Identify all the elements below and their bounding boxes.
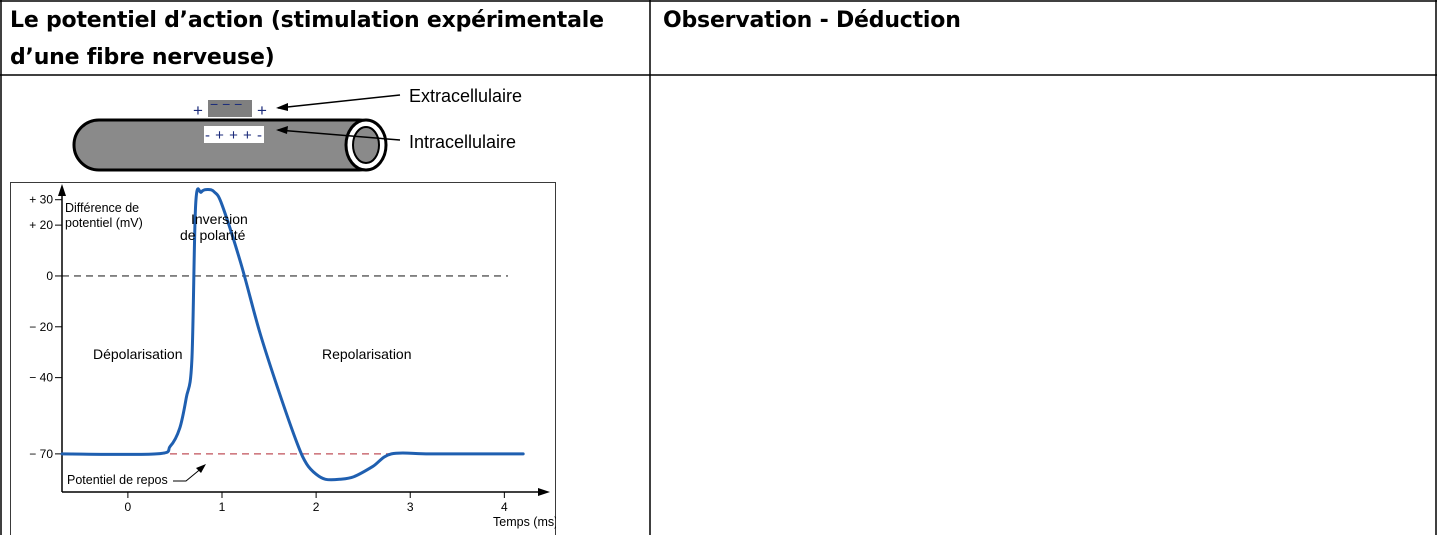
annotation-rest: Potentiel de repos (67, 473, 168, 487)
column-header-left: Le potentiel d’action (stimulation expér… (10, 2, 604, 76)
label-intracellulaire: Intracellulaire (409, 132, 517, 152)
x-axis-arrow (538, 488, 550, 496)
y-tick-label-1: + 20 (29, 218, 53, 232)
action-potential-chart: Différence de potentiel (mV) Temps (ms) … (29, 184, 556, 529)
intra-pointer-line (277, 129, 401, 141)
fiber-end-inner (352, 126, 380, 164)
y-axis-label-line2: potentiel (mV) (65, 216, 143, 230)
annotation-inversion: Inversion (191, 211, 248, 227)
column-header-left-line1: Le potentiel d’action (stimulation expér… (10, 8, 604, 33)
intra-pointer-arrow (276, 126, 288, 134)
charge-minus-top: − − − (210, 96, 242, 112)
y-tick-label-0: + 30 (29, 193, 53, 207)
annotation-repolarisation: Repolarisation (322, 346, 412, 362)
rest-pointer (173, 466, 204, 482)
x-tick-label-0: 0 (125, 500, 132, 514)
extra-pointer-arrow (276, 103, 288, 111)
y-tick-label-5: − 70 (29, 447, 53, 461)
x-tick-label-1: 1 (219, 500, 226, 514)
nerve-fiber-diagram: + − − − + - + + + - (72, 94, 401, 172)
charge-plus-right: + (257, 101, 267, 120)
y-tick-label-4: − 40 (29, 371, 53, 385)
y-axis-label-line1: Différence de (65, 201, 139, 215)
inner-charges: - + + + - (205, 127, 262, 144)
y-tick-label-3: − 20 (29, 320, 53, 334)
label-extracellulaire: Extracellulaire (409, 86, 523, 106)
electrode-box (208, 100, 252, 117)
annotation-depolarisation: Dépolarisation (93, 346, 183, 362)
x-tick-label-2: 2 (313, 500, 320, 514)
action-potential-curve-0 (60, 187, 525, 482)
rest-pointer-arrow (196, 464, 206, 473)
action-potential-chart-frame (10, 182, 556, 535)
x-tick-label-3: 3 (407, 500, 414, 514)
inner-charge-box (204, 126, 264, 143)
y-axis-arrow (58, 184, 66, 196)
y-tick-label-2: 0 (46, 269, 53, 283)
x-tick-label-4: 4 (501, 500, 508, 514)
annotation-polarite: de polarité (180, 227, 246, 243)
column-header-left-line2: d’une fibre nerveuse) (10, 45, 275, 70)
column-header-right: Observation - Déduction (663, 8, 961, 33)
extra-pointer-line (277, 94, 401, 109)
charge-plus-left: + (193, 101, 203, 120)
x-axis-label: Temps (ms) (493, 515, 556, 529)
